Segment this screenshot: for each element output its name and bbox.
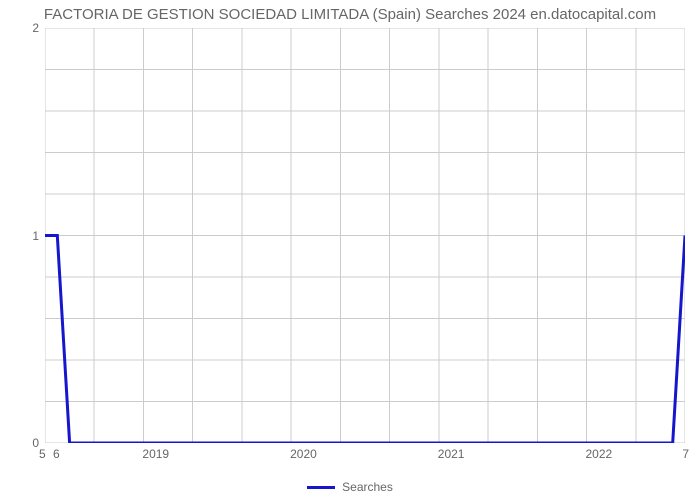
legend-label: Searches xyxy=(342,480,393,494)
chart-plot-area: 0122019202020212022567 xyxy=(45,28,685,443)
chart-title: FACTORIA DE GESTION SOCIEDAD LIMITADA (S… xyxy=(0,6,700,23)
data-point-label: 7 xyxy=(682,447,689,461)
chart-container: FACTORIA DE GESTION SOCIEDAD LIMITADA (S… xyxy=(0,0,700,500)
y-tick-label: 1 xyxy=(32,229,39,243)
chart-legend: Searches xyxy=(0,476,700,495)
data-point-label: 6 xyxy=(53,447,60,461)
y-tick-label: 2 xyxy=(32,21,39,35)
data-point-label: 5 xyxy=(39,447,46,461)
chart-svg xyxy=(45,28,685,443)
legend-item-searches: Searches xyxy=(307,480,393,494)
x-tick-label: 2021 xyxy=(438,447,465,461)
x-tick-label: 2022 xyxy=(585,447,612,461)
x-tick-label: 2020 xyxy=(290,447,317,461)
y-tick-label: 0 xyxy=(32,436,39,450)
legend-swatch xyxy=(307,486,335,489)
x-tick-label: 2019 xyxy=(142,447,169,461)
